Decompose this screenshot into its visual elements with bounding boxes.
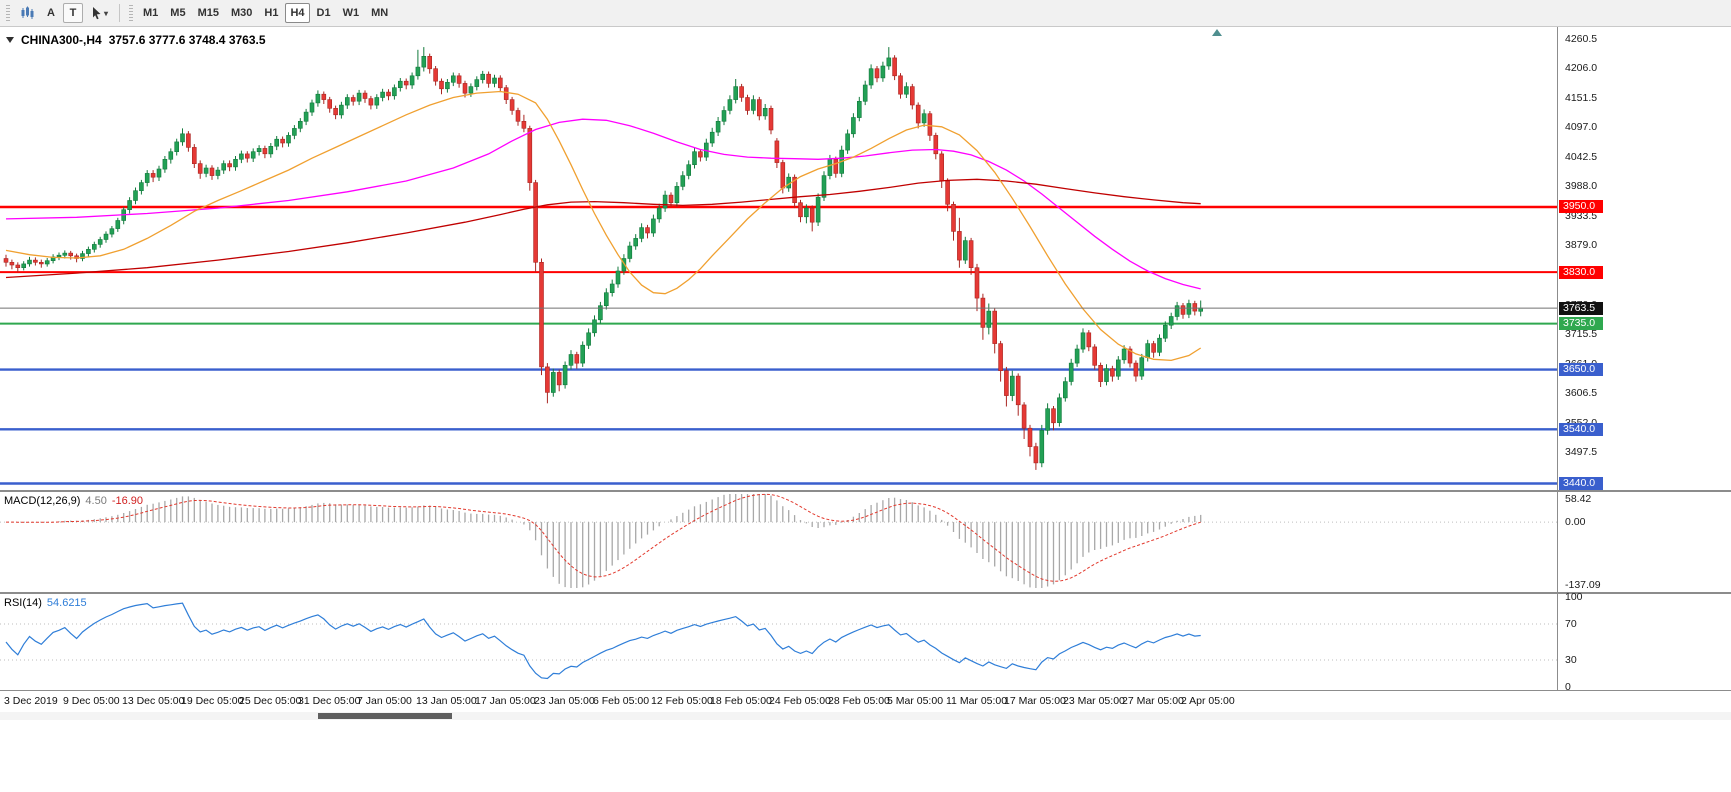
price-badge-3830.0: 3830.0: [1559, 266, 1603, 279]
time-label: 31 Dec 05:00: [298, 695, 361, 707]
current-price-badge: 3763.5: [1559, 302, 1603, 315]
time-label: 6 Feb 05:00: [593, 695, 650, 707]
time-label: 13 Dec 05:00: [122, 695, 185, 707]
time-label: 3 Dec 2019: [4, 695, 58, 707]
time-label: 17 Mar 05:00: [1004, 695, 1066, 707]
time-label: 23 Jan 05:00: [534, 695, 595, 707]
time-label: 12 Feb 05:00: [651, 695, 713, 707]
timeframe-button-W1[interactable]: W1: [338, 3, 365, 23]
axis-separator: [1557, 27, 1558, 691]
price-tick: 4042.5: [1565, 151, 1598, 163]
timeframe-button-MN[interactable]: MN: [366, 3, 393, 23]
time-label: 19 Dec 05:00: [181, 695, 244, 707]
chart-window-button[interactable]: [15, 3, 39, 23]
toolbar: A T ▾ M1 M5 M15 M30 H1 H4 D1 W1 MN: [0, 0, 1731, 27]
chart-ohlc: 3757.6 3777.6 3748.4 3763.5: [108, 33, 266, 47]
cursor-tool-button[interactable]: ▾: [85, 3, 113, 23]
toolbar-gripper: [6, 5, 10, 21]
price-tick: 3497.5: [1565, 446, 1598, 458]
timeframe-button-M1[interactable]: M1: [138, 3, 163, 23]
time-axis[interactable]: 3 Dec 2019 9 Dec 05:00 13 Dec 05:00 19 Dec …: [0, 690, 1731, 711]
timeframe-button-M30[interactable]: M30: [226, 3, 257, 23]
price-tick: 4260.5: [1565, 33, 1598, 45]
label-tool-button[interactable]: T: [63, 3, 83, 23]
price-badge-3950.0: 3950.0: [1559, 200, 1603, 213]
rsi-axis-label: 0: [1565, 681, 1571, 693]
chart-symbol-period: CHINA300-,H4: [21, 33, 102, 47]
macd-signal-value: -16.90: [111, 495, 144, 507]
timeframe-button-D1[interactable]: D1: [312, 3, 336, 23]
time-label: 13 Jan 05:00: [416, 695, 477, 707]
price-tick: 3606.5: [1565, 387, 1598, 399]
macd-axis-label: 0.00: [1565, 516, 1586, 528]
cursor-arrow-icon: [93, 7, 101, 20]
ma-fast-orange: [5, 90, 1202, 362]
price-tick: 3715.5: [1565, 328, 1598, 340]
price-tick: 3988.0: [1565, 180, 1598, 192]
macd-axis-label: -137.09: [1565, 579, 1601, 591]
panel-separator[interactable]: [0, 592, 1731, 594]
macd-axis[interactable]: 58.42 0.00 -137.09: [1558, 492, 1731, 592]
timeframe-button-M5[interactable]: M5: [165, 3, 190, 23]
time-label: 5 Mar 05:00: [887, 695, 944, 707]
rsi-line: [5, 602, 1201, 680]
price-tick: 4206.0: [1565, 62, 1598, 74]
price-chart-plot[interactable]: CHINA300-,H4 3757.6 3777.6 3748.4 3763.5: [0, 27, 1557, 490]
rsi-panel[interactable]: RSI(14) 54.6215: [0, 594, 1557, 690]
rsi-label-text: RSI(14): [4, 597, 42, 609]
time-label: 23 Mar 05:00: [1063, 695, 1125, 707]
time-label: 18 Feb 05:00: [710, 695, 772, 707]
price-tick: 4151.5: [1565, 92, 1598, 104]
rsi-axis-label: 70: [1565, 618, 1577, 630]
timeframe-gripper: [129, 5, 134, 21]
time-label: 7 Jan 05:00: [357, 695, 412, 707]
horizontal-scrollbar: [0, 712, 1731, 720]
timeframe-button-M15[interactable]: M15: [193, 3, 224, 23]
timeframe-button-H4[interactable]: H4: [285, 3, 310, 23]
macd-main-value: 4.50: [85, 495, 107, 507]
time-label: 25 Dec 05:00: [239, 695, 302, 707]
price-tick: 3933.5: [1565, 210, 1598, 222]
rsi-axis[interactable]: 100 70 30 0: [1558, 591, 1731, 693]
rsi-axis-label: 100: [1565, 591, 1583, 603]
macd-panel[interactable]: MACD(12,26,9) 4.50 -16.90: [0, 492, 1557, 592]
price-tick: 3879.0: [1565, 239, 1598, 251]
rsi-value: 54.6215: [46, 597, 87, 609]
macd-signal-line: [6, 493, 1201, 582]
chart-title: CHINA300-,H4 3757.6 3777.6 3748.4 3763.5: [6, 33, 266, 47]
chart-window: CHINA300-,H4 3757.6 3777.6 3748.4 3763.5…: [0, 27, 1731, 792]
time-label: 9 Dec 05:00: [63, 695, 120, 707]
ma-mid-magenta: [5, 118, 1201, 290]
toolbar-separator: [119, 4, 121, 22]
text-tool-button[interactable]: A: [41, 3, 61, 23]
time-label: 27 Mar 05:00: [1122, 695, 1184, 707]
dropdown-caret-icon: ▾: [104, 8, 109, 18]
price-badge-3735.0: 3735.0: [1559, 317, 1603, 330]
candlestick-chart-icon: [21, 6, 34, 19]
price-badge-3650.0: 3650.0: [1559, 363, 1603, 376]
chart-shift-marker[interactable]: [1212, 29, 1222, 36]
price-badge-3540.0: 3540.0: [1559, 423, 1603, 436]
ma-slow-darkred: [5, 178, 1201, 279]
macd-label-text: MACD(12,26,9): [4, 495, 81, 507]
time-label: 28 Feb 05:00: [828, 695, 890, 707]
price-tick: 4097.0: [1565, 121, 1598, 133]
time-label: 17 Jan 05:00: [475, 695, 536, 707]
time-label: 11 Mar 05:00: [946, 695, 1008, 707]
timeframe-group: M1 M5 M15 M30 H1 H4 D1 W1 MN: [137, 3, 394, 23]
scrollbar-thumb[interactable]: [318, 713, 452, 719]
panel-separator[interactable]: [0, 490, 1731, 492]
rsi-label: RSI(14) 54.6215: [4, 597, 87, 609]
macd-axis-label: 58.42: [1565, 493, 1592, 505]
time-label: 2 Apr 05:00: [1181, 695, 1235, 707]
price-badge-3440.0: 3440.0: [1559, 477, 1603, 490]
time-label: 24 Feb 05:00: [769, 695, 831, 707]
rsi-axis-label: 30: [1565, 654, 1577, 666]
price-axis[interactable]: 4260.5 4206.0 4151.5 4097.0 4042.5 3988.0 3933…: [1558, 27, 1731, 490]
timeframe-button-H1[interactable]: H1: [259, 3, 283, 23]
macd-label: MACD(12,26,9) 4.50 -16.90: [4, 495, 143, 507]
one-click-trading-toggle-icon[interactable]: [6, 37, 14, 43]
